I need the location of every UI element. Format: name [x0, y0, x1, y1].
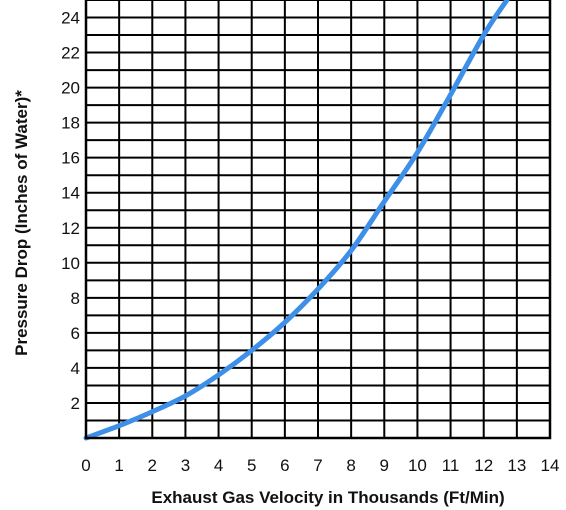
- x-tick-label: 3: [181, 456, 190, 475]
- x-tick-label: 9: [380, 456, 389, 475]
- x-tick-label: 7: [313, 456, 322, 475]
- x-tick-label: 8: [346, 456, 355, 475]
- y-tick-label: 2: [71, 394, 80, 413]
- x-tick-label: 0: [81, 456, 90, 475]
- y-tick-label: 16: [61, 149, 80, 168]
- x-tick-labels: 0 1 2 3 4 5 6 7 8 9 10 11 12 13 14: [81, 456, 559, 475]
- y-axis-title: Pressure Drop (Inches of Water)*: [12, 90, 31, 356]
- y-tick-label: 10: [61, 254, 80, 273]
- y-tick-label: 12: [61, 219, 80, 238]
- y-tick-label: 24: [61, 9, 80, 28]
- series-layer: [83, 0, 510, 441]
- plot-frame: [84, 0, 552, 440]
- y-tick-label: 4: [71, 359, 80, 378]
- x-tick-label: 5: [247, 456, 256, 475]
- grid: [86, 0, 550, 438]
- y-tick-label: 6: [71, 324, 80, 343]
- x-tick-label: 14: [541, 456, 560, 475]
- x-axis-title: Exhaust Gas Velocity in Thousands (Ft/Mi…: [151, 488, 504, 507]
- y-tick-label: 22: [61, 44, 80, 63]
- x-tick-label: 6: [280, 456, 289, 475]
- x-tick-label: 11: [442, 456, 460, 475]
- x-tick-label: 10: [408, 456, 427, 475]
- y-tick-label: 20: [61, 79, 80, 98]
- series-line: [83, 0, 510, 441]
- x-tick-label: 4: [214, 456, 223, 475]
- y-tick-label: 8: [71, 289, 80, 308]
- y-tick-label: 18: [61, 114, 80, 133]
- y-tick-label: 14: [61, 184, 80, 203]
- x-tick-label: 2: [148, 456, 157, 475]
- x-tick-label: 1: [114, 456, 123, 475]
- x-tick-label: 13: [507, 456, 526, 475]
- x-tick-label: 12: [474, 456, 493, 475]
